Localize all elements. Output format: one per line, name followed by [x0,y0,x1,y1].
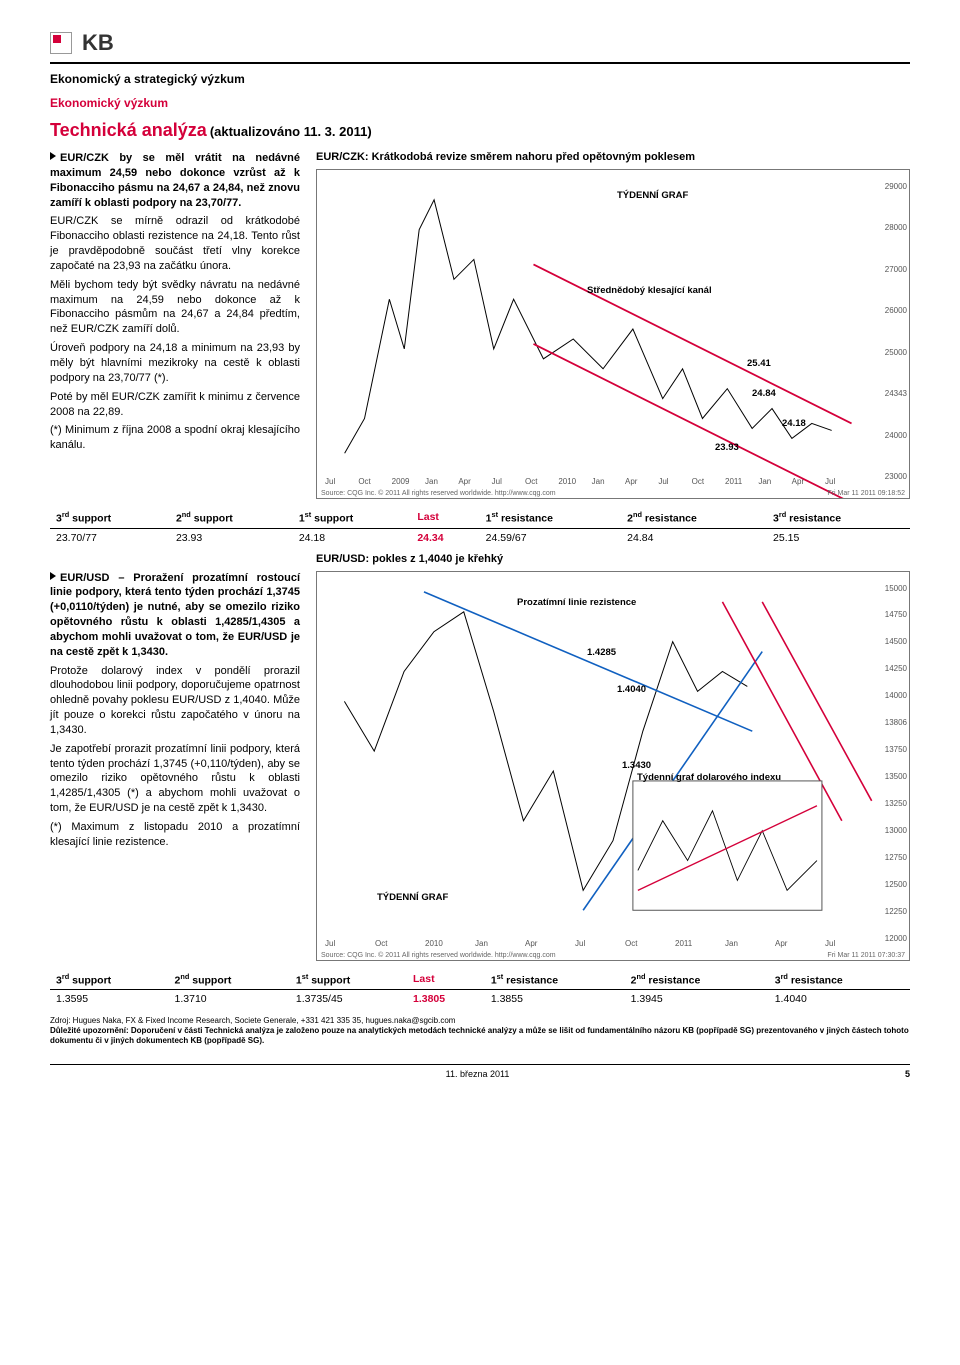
col-header: 2nd resistance [625,969,769,990]
chart2-box: 1500014750145001425014000138061375013500… [316,571,910,961]
eurczk-p6: (*) Minimum z října 2008 a spodní okraj … [50,423,300,453]
col-value: 24.18 [293,528,412,547]
col-value: 1.3595 [50,990,169,1009]
top-rule [50,62,910,64]
col-value: 1.3945 [625,990,769,1009]
col-header: 3rd resistance [767,507,910,528]
col-header: 1st support [290,969,407,990]
col-value: 1.4040 [769,990,910,1009]
chart-annotation: Týdenní graf dolarového indexu [637,772,781,783]
col-header: 3rd support [50,507,170,528]
col-value: 1.3710 [169,990,290,1009]
footnote-source: Zdroj: Hugues Naka, FX & Fixed Income Re… [50,1016,910,1026]
title-date: (aktualizováno 11. 3. 2011) [210,124,372,139]
page-title: Technická analýza (aktualizováno 11. 3. … [50,120,910,141]
eurusd-p3: Je zapotřebí prorazit prozatímní linii p… [50,742,300,816]
eurusd-text-col: EUR/USD – Proražení prozatímní rostoucí … [50,571,300,961]
eurusd-levels-table: 3rd support2nd support1st supportLast1st… [50,969,910,1009]
col-value: 23.93 [170,528,293,547]
footer-date: 11. března 2011 [446,1069,510,1079]
bullet-icon [50,572,56,580]
chart-annotation: 24.84 [752,388,776,399]
chart-timestamp: Fri Mar 11 2011 07:30:37 [827,952,905,959]
chart-annotation: TÝDENNÍ GRAF [377,892,448,903]
chart-annotation: TÝDENNÍ GRAF [617,190,688,201]
chart1-title: EUR/CZK: Krátkodobá revize směrem nahoru… [316,151,910,163]
eurczk-p4: Úroveň podpory na 24,18 a minimum na 23,… [50,341,300,386]
col-header: 1st resistance [480,507,621,528]
chart-annotation: 25.41 [747,358,771,369]
col-header: Last [411,507,479,528]
eurczk-lead: EUR/CZK by se měl vrátit na nedávné maxi… [50,152,300,209]
col-header: 1st support [293,507,412,528]
title-red: Technická analýza [50,120,207,140]
chart-annotation: Střednědobý klesající kanál [587,285,712,296]
chart2-title: EUR/USD: pokles z 1,4040 je křehký [316,553,910,565]
eurczk-p3: Měli bychom tedy být svědky návratu na n… [50,278,300,337]
col-header: 2nd resistance [621,507,767,528]
chart-annotation: 24.18 [782,418,806,429]
chart-annotation: 1.3430 [622,760,651,771]
eurczk-p2: EUR/CZK se mírně odrazil od krátkodobé F… [50,214,300,273]
col-header: 1st resistance [485,969,625,990]
col-value: 1.3805 [407,990,485,1009]
eurczk-p5: Poté by měl EUR/CZK zamířit k minimu z č… [50,390,300,420]
bullet-icon [50,152,56,160]
col-value: 23.70/77 [50,528,170,547]
chart-source: Source: CQG Inc. © 2011 All rights reser… [321,490,556,497]
footnote: Zdroj: Hugues Naka, FX & Fixed Income Re… [50,1016,910,1046]
page-footer: 11. března 2011 5 [50,1064,910,1079]
col-value: 24.84 [621,528,767,547]
logo-row: KB [50,30,910,56]
chart-annotation: Prozatímní linie rezistence [517,597,636,608]
kb-logo-icon [50,32,72,54]
chart-annotation: 1.4040 [617,684,646,695]
chart-timestamp: Fri Mar 11 2011 09:18:52 [827,490,905,497]
eurusd-lead: EUR/USD – Proražení prozatímní rostoucí … [50,572,300,658]
eurczk-text-col: EUR/CZK by se měl vrátit na nedávné maxi… [50,151,300,499]
chart-annotation: 1.4285 [587,647,616,658]
col-header: 2nd support [170,507,293,528]
section-sub: Ekonomický výzkum [50,96,910,110]
footer-page: 5 [905,1069,910,1079]
chart1-box: 2900028000270002600025000243432400023000… [316,169,910,499]
col-value: 1.3735/45 [290,990,407,1009]
col-header: 3rd resistance [769,969,910,990]
eurczk-levels-table: 3rd support2nd support1st supportLast1st… [50,507,910,547]
eurusd-p2: Protože dolarový index v pondělí prorazi… [50,664,300,738]
footnote-disclaimer: Důležité upozornění: Doporučení v části … [50,1026,909,1045]
eurusd-p4: (*) Maximum z listopadu 2010 a prozatímn… [50,820,300,850]
col-value: 1.3855 [485,990,625,1009]
col-value: 24.34 [411,528,479,547]
chart-annotation: 23.93 [715,442,739,453]
section-main: Ekonomický a strategický výzkum [50,72,910,86]
logo-text: KB [82,30,114,56]
col-header: Last [407,969,485,990]
col-header: 3rd support [50,969,169,990]
col-value: 25.15 [767,528,910,547]
col-header: 2nd support [169,969,290,990]
col-value: 24.59/67 [480,528,621,547]
chart-source: Source: CQG Inc. © 2011 All rights reser… [321,952,556,959]
